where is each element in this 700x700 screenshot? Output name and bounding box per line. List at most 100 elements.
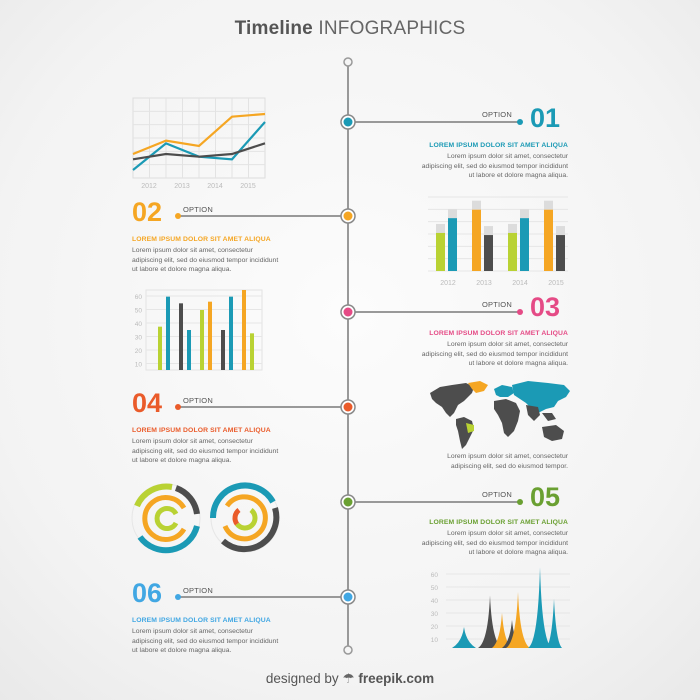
- map-africa: [494, 399, 520, 437]
- line-series-2: [132, 142, 266, 161]
- map-caption: Lorem ipsum dolor sit amet, consectetur …: [447, 453, 568, 470]
- peak-5: [528, 567, 552, 648]
- bar-3-0: [221, 330, 225, 370]
- peak-3: [502, 619, 522, 648]
- y-tick-label: 50: [135, 308, 143, 315]
- body-text-05: Lorem ipsum dolor sit amet, consectetur …: [421, 530, 568, 556]
- x-tick-label: 2012: [440, 280, 456, 287]
- ring-right-outer-gray: [221, 507, 280, 553]
- map-australia: [542, 425, 564, 441]
- option-label-02: OPTION: [183, 205, 213, 214]
- bar-0-1: [448, 218, 457, 271]
- title-bold: Timeline: [234, 18, 313, 39]
- option-label-06: OPTION: [183, 586, 213, 595]
- heading-02: LOREM IPSUM DOLOR SIT AMET ALIQUA: [132, 236, 271, 243]
- bar-1-1: [187, 330, 191, 370]
- map-south-asia: [526, 405, 540, 421]
- body-text-04: Lorem ipsum dolor sit amet, consectetur …: [132, 438, 279, 464]
- peak-1: [478, 595, 502, 648]
- step-number-05: 05: [530, 482, 561, 512]
- x-tick-label: 2012: [141, 183, 157, 190]
- bar-1-0: [472, 209, 481, 271]
- bar-0-0: [436, 232, 445, 271]
- bar-cap: [508, 223, 517, 233]
- bar-3-1: [556, 235, 565, 271]
- step-number-04: 04: [132, 388, 163, 418]
- connector-end-01: [517, 119, 523, 125]
- ring-left-inner-orange: [142, 495, 187, 542]
- bar-cap: [484, 226, 493, 236]
- ring-right-inner-orange-small: [232, 508, 241, 526]
- heading-01: LOREM IPSUM DOLOR SIT AMET ALIQUA: [429, 142, 568, 149]
- step-number-06: 06: [132, 578, 163, 608]
- ring-left-outer-blue: [137, 525, 200, 554]
- freepik-logo-icon: ☂: [342, 671, 355, 686]
- timeline-node-03-dot: [343, 307, 353, 317]
- connector-end-06: [175, 594, 181, 600]
- footer-prefix: designed by: [265, 671, 339, 686]
- peak-4: [506, 591, 530, 648]
- map-south-america: [456, 417, 474, 449]
- bar-0-0: [158, 326, 162, 370]
- connector-end-02: [175, 213, 181, 219]
- ring-left-outer-gray: [174, 485, 200, 515]
- ring-chart-right: [209, 482, 280, 553]
- bar-cap: [472, 200, 481, 210]
- body-text-01: Lorem ipsum dolor sit amet, consectetur …: [421, 153, 568, 179]
- x-tick-label: 2015: [548, 280, 564, 287]
- timeline-node-04-dot: [343, 402, 353, 412]
- x-tick-label: 2013: [476, 280, 492, 287]
- bar-4-0: [242, 290, 246, 370]
- bar-cap: [436, 223, 445, 233]
- bar-2-0: [200, 310, 204, 370]
- world-map: [430, 381, 570, 449]
- timeline-node-02-dot: [343, 211, 353, 221]
- timeline-bottom-cap: [343, 645, 353, 655]
- timeline-node-05-dot: [343, 497, 353, 507]
- ring-right-inner-orange: [222, 494, 268, 542]
- y-tick-label: 60: [431, 572, 439, 579]
- option-label-03: OPTION: [482, 300, 512, 309]
- map-europe: [494, 385, 514, 397]
- bar-cap: [544, 200, 553, 210]
- body-text-03: Lorem ipsum dolor sit amet, consectetur …: [421, 341, 568, 367]
- x-tick-label: 2014: [512, 280, 528, 287]
- map-north-america: [430, 383, 474, 417]
- heading-03: LOREM IPSUM DOLOR SIT AMET ALIQUA: [429, 330, 568, 337]
- bar-3-1: [229, 296, 233, 370]
- option-label-01: OPTION: [482, 110, 512, 119]
- bar-4-1: [250, 333, 254, 370]
- body-text-06: Lorem ipsum dolor sit amet, consectetur …: [132, 628, 279, 654]
- option-label-04: OPTION: [183, 396, 213, 405]
- peak-2: [492, 612, 512, 648]
- y-tick-label: 30: [135, 335, 143, 342]
- heading-05: LOREM IPSUM DOLOR SIT AMET ALIQUA: [429, 519, 568, 526]
- y-tick-label: 60: [135, 294, 143, 301]
- x-tick-label: 2014: [207, 183, 223, 190]
- line-chart: 2012 2013 2014 2015: [132, 97, 266, 190]
- bar-1-0: [179, 303, 183, 370]
- bar-2-0: [508, 232, 517, 271]
- title-light: INFOGRAPHICS: [318, 18, 466, 39]
- bar-chart-left: 60 50 40 30 20 10: [135, 289, 263, 371]
- timeline-node-01-dot: [343, 117, 353, 127]
- page-title: Timeline INFOGRAPHICS: [0, 18, 700, 40]
- step-number-03: 03: [530, 292, 561, 322]
- y-tick-label: 20: [431, 624, 439, 631]
- connector-end-03: [517, 309, 523, 315]
- area-peaks-chart: 60 50 40 30 20 10: [431, 567, 570, 648]
- ring-left-inner-lime: [154, 506, 179, 531]
- bar-2-1: [520, 218, 529, 271]
- map-asia: [512, 381, 570, 413]
- ring-right-outer-blue: [209, 482, 276, 519]
- y-tick-label: 40: [135, 321, 143, 328]
- timeline-node-06-dot: [343, 592, 353, 602]
- connector-end-04: [175, 404, 181, 410]
- y-tick-label: 30: [431, 611, 439, 618]
- body-text-02: Lorem ipsum dolor sit amet, consectetur …: [132, 247, 279, 273]
- bar-3-0: [544, 209, 553, 271]
- step-number-02: 02: [132, 197, 163, 227]
- y-tick-label: 10: [135, 362, 143, 369]
